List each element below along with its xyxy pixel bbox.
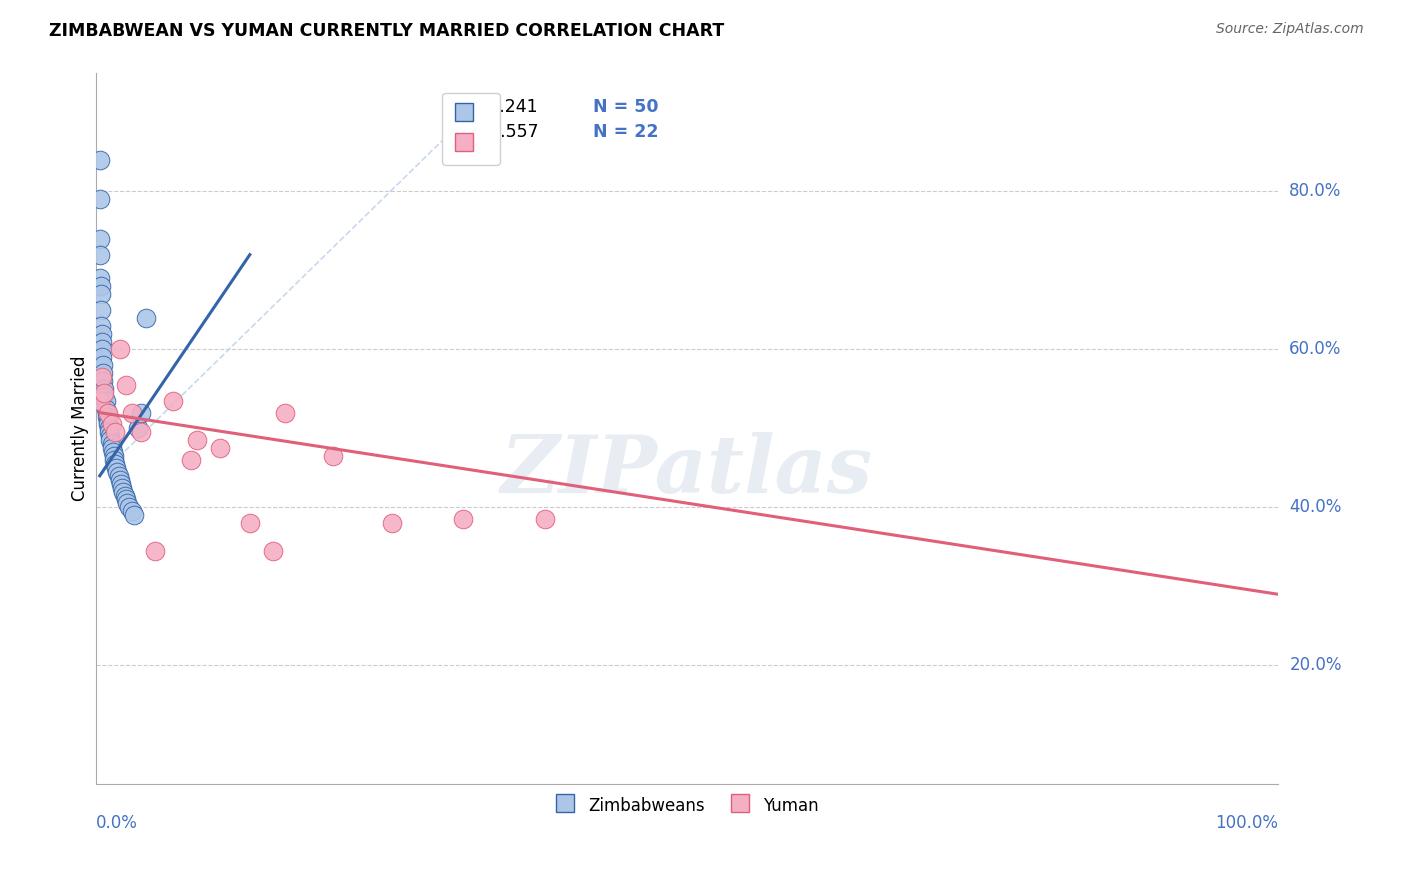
Text: 60.0%: 60.0% bbox=[1289, 341, 1341, 359]
Point bbox=[89, 192, 111, 206]
Point bbox=[129, 425, 152, 440]
Point bbox=[94, 393, 117, 408]
Point bbox=[89, 232, 111, 246]
Point bbox=[89, 393, 111, 408]
Point bbox=[127, 421, 149, 435]
Point bbox=[381, 516, 404, 531]
Point bbox=[90, 287, 112, 301]
Point bbox=[118, 500, 141, 515]
Point bbox=[103, 453, 125, 467]
Point bbox=[186, 434, 208, 448]
Point bbox=[122, 508, 145, 523]
Point bbox=[121, 406, 143, 420]
Point bbox=[111, 481, 134, 495]
Point bbox=[209, 441, 232, 455]
Point bbox=[91, 370, 114, 384]
Text: 0.0%: 0.0% bbox=[96, 814, 138, 832]
Point bbox=[90, 318, 112, 333]
Point bbox=[110, 476, 132, 491]
Text: ZIMBABWEAN VS YUMAN CURRENTLY MARRIED CORRELATION CHART: ZIMBABWEAN VS YUMAN CURRENTLY MARRIED CO… bbox=[49, 22, 724, 40]
Point bbox=[112, 484, 135, 499]
Point bbox=[97, 406, 120, 420]
Point bbox=[100, 437, 122, 451]
Point bbox=[274, 406, 297, 420]
Point bbox=[90, 279, 112, 293]
Point bbox=[115, 496, 138, 510]
Point bbox=[100, 417, 122, 432]
Point bbox=[93, 382, 115, 396]
Point bbox=[96, 409, 118, 424]
Point bbox=[451, 512, 474, 526]
Point bbox=[93, 390, 115, 404]
Point bbox=[534, 512, 557, 526]
Point bbox=[91, 374, 114, 388]
Point bbox=[129, 406, 152, 420]
Text: N = 50: N = 50 bbox=[592, 98, 658, 116]
Text: Source: ZipAtlas.com: Source: ZipAtlas.com bbox=[1216, 22, 1364, 37]
Point bbox=[91, 334, 114, 349]
Point bbox=[91, 326, 114, 341]
Point bbox=[98, 434, 121, 448]
Point bbox=[98, 421, 121, 435]
Text: 80.0%: 80.0% bbox=[1289, 183, 1341, 201]
Point bbox=[114, 489, 136, 503]
Text: R =  0.241: R = 0.241 bbox=[444, 98, 537, 116]
Point bbox=[108, 473, 131, 487]
Point bbox=[322, 449, 344, 463]
Point bbox=[114, 492, 136, 507]
Point bbox=[162, 393, 184, 408]
Point bbox=[263, 544, 285, 558]
Text: 100.0%: 100.0% bbox=[1215, 814, 1278, 832]
Point bbox=[91, 366, 114, 380]
Point bbox=[93, 385, 115, 400]
Y-axis label: Currently Married: Currently Married bbox=[72, 356, 89, 501]
Text: R = -0.557: R = -0.557 bbox=[444, 123, 538, 141]
Point bbox=[135, 310, 157, 325]
Point bbox=[121, 504, 143, 518]
Point bbox=[239, 516, 262, 531]
Point bbox=[108, 343, 131, 357]
Point bbox=[94, 401, 117, 416]
Legend: Zimbabweans, Yuman: Zimbabweans, Yuman bbox=[548, 789, 825, 822]
Point bbox=[104, 425, 127, 440]
Text: 20.0%: 20.0% bbox=[1289, 657, 1341, 674]
Point bbox=[91, 351, 114, 365]
Point bbox=[180, 453, 202, 467]
Point bbox=[90, 302, 112, 317]
Point bbox=[91, 358, 114, 372]
Point bbox=[107, 468, 129, 483]
Point bbox=[100, 441, 122, 455]
Point bbox=[89, 153, 111, 167]
Point bbox=[89, 271, 111, 285]
Point bbox=[107, 465, 129, 479]
Point bbox=[104, 457, 127, 471]
Point bbox=[89, 247, 111, 261]
Text: ZIPatlas: ZIPatlas bbox=[501, 433, 873, 510]
Point bbox=[97, 413, 120, 427]
Point bbox=[91, 343, 114, 357]
Point bbox=[105, 461, 128, 475]
Point bbox=[103, 449, 125, 463]
Point bbox=[98, 425, 121, 440]
Text: 40.0%: 40.0% bbox=[1289, 499, 1341, 516]
Point bbox=[101, 445, 124, 459]
Point bbox=[98, 429, 121, 443]
Text: N = 22: N = 22 bbox=[592, 123, 658, 141]
Point bbox=[96, 406, 118, 420]
Point bbox=[97, 417, 120, 432]
Point bbox=[143, 544, 166, 558]
Point bbox=[114, 378, 136, 392]
